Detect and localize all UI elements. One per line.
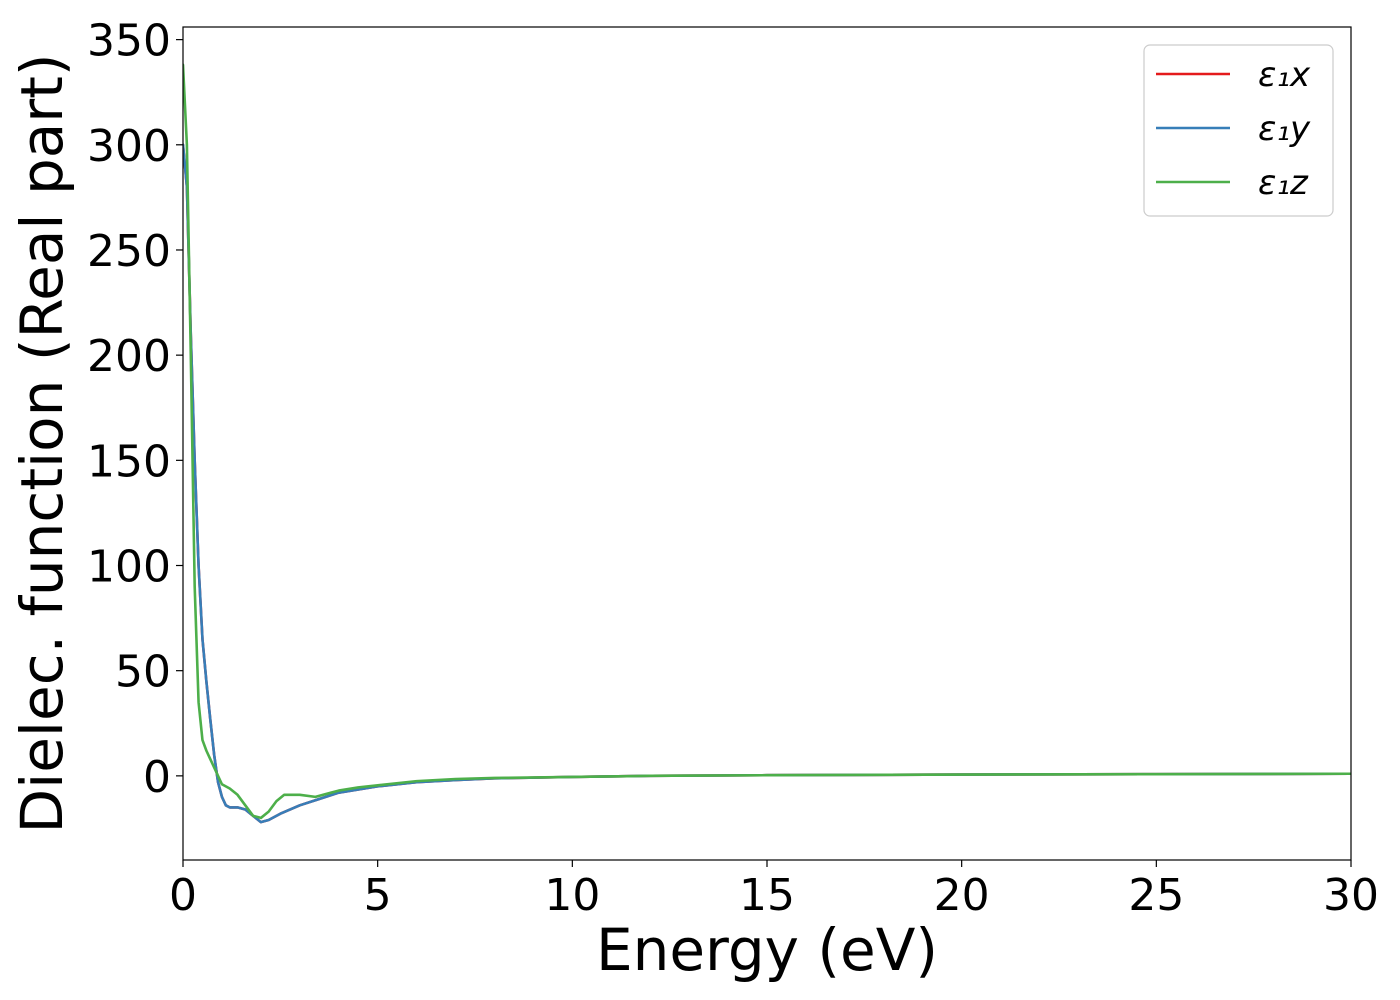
x-axis-title: Energy (eV) bbox=[596, 916, 938, 984]
y-tick-label: 100 bbox=[87, 542, 171, 593]
x-tick-label: 20 bbox=[934, 870, 990, 921]
legend-frame bbox=[1143, 44, 1334, 217]
series-layer bbox=[183, 63, 1351, 824]
legend-label: ε₁y bbox=[1258, 109, 1311, 149]
y-tick-label: 200 bbox=[87, 331, 171, 382]
legend-label: ε₁x bbox=[1258, 55, 1311, 95]
legend-label: ε₁z bbox=[1258, 163, 1309, 203]
y-axis: 0 50 100 150 200 250 300 350 bbox=[87, 16, 183, 803]
x-tick-label: 25 bbox=[1128, 870, 1184, 921]
legend: ε₁x ε₁y ε₁z bbox=[1143, 44, 1334, 217]
series-line-3 bbox=[183, 63, 1351, 820]
y-tick-label: 0 bbox=[143, 752, 171, 803]
y-tick-label: 250 bbox=[87, 226, 171, 277]
y-axis-title: Dielec. function (Real part) bbox=[8, 53, 76, 833]
y-tick-label: 150 bbox=[87, 436, 171, 487]
y-tick-label: 350 bbox=[87, 16, 171, 67]
series-line-1 bbox=[183, 143, 1351, 824]
series-line-2 bbox=[183, 143, 1351, 824]
y-tick-label: 50 bbox=[115, 647, 171, 698]
x-axis: 0 5 10 15 20 25 30 bbox=[169, 860, 1379, 921]
x-tick-label: 10 bbox=[544, 870, 600, 921]
x-tick-label: 15 bbox=[739, 870, 795, 921]
y-tick-label: 300 bbox=[87, 121, 171, 172]
x-tick-label: 5 bbox=[364, 870, 392, 921]
x-tick-label: 0 bbox=[169, 870, 197, 921]
x-tick-label: 30 bbox=[1323, 870, 1379, 921]
